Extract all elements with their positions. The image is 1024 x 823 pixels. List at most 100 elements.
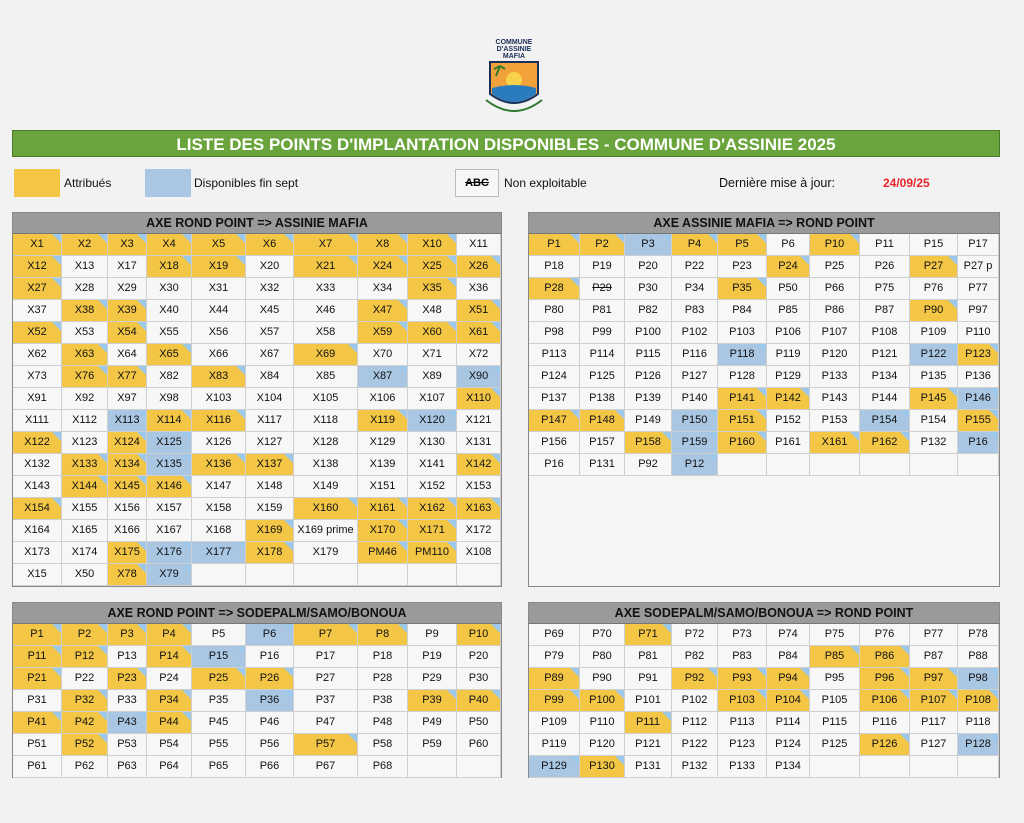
point-cell: P125 (580, 366, 625, 388)
point-cell: P110 (958, 322, 999, 344)
comment-marker-icon (662, 234, 671, 243)
point-cell: P29 (408, 668, 457, 690)
point-label: P6 (781, 238, 795, 250)
point-cell: P77 (910, 624, 958, 646)
point-cell: P80 (580, 646, 625, 668)
point-cell: P10 (810, 234, 860, 256)
point-cell: X52 (13, 322, 62, 344)
point-label: X167 (156, 524, 182, 536)
point-cell: P106 (767, 322, 810, 344)
comment-marker-icon (948, 668, 957, 677)
point-cell: X85 (294, 366, 358, 388)
point-cell: P93 (718, 668, 767, 690)
comment-marker-icon (989, 432, 998, 441)
empty-cell (910, 454, 958, 476)
point-label: X61 (468, 326, 489, 338)
point-cell: X134 (108, 454, 147, 476)
comment-marker-icon (182, 344, 191, 353)
point-label: X168 (205, 524, 232, 536)
point-label: P5 (211, 628, 226, 640)
point-cell: P47 (294, 712, 358, 734)
point-label: P93 (732, 672, 752, 684)
point-cell: X165 (62, 520, 108, 542)
point-cell: X29 (108, 278, 147, 300)
point-cell: P146 (958, 388, 999, 410)
point-cell: P109 (529, 712, 580, 734)
point-label: X160 (312, 502, 339, 514)
point-cell: X63 (62, 344, 108, 366)
point-label: P115 (822, 716, 847, 728)
point-label: P134 (871, 370, 898, 382)
point-label: P23 (117, 672, 137, 684)
comment-marker-icon (398, 410, 407, 419)
comment-marker-icon (570, 234, 579, 243)
point-cell: P87 (910, 646, 958, 668)
point-label: P103 (729, 326, 755, 338)
point-label: P122 (681, 738, 708, 750)
point-cell: X127 (246, 432, 294, 454)
point-cell: X97 (108, 388, 147, 410)
point-label: P132 (920, 436, 947, 448)
point-cell: P113 (529, 344, 580, 366)
point-cell: P13 (108, 646, 147, 668)
point-label: X108 (465, 546, 492, 558)
point-cell: X44 (192, 300, 246, 322)
point-label: X166 (114, 524, 140, 536)
point-label: P139 (635, 392, 661, 404)
point-label: X65 (159, 348, 179, 360)
point-label: X135 (156, 458, 182, 470)
point-label: P63 (117, 760, 137, 772)
point-label: P83 (684, 304, 705, 316)
point-label: P156 (541, 436, 567, 448)
point-label: P113 (541, 348, 567, 360)
point-cell: X6 (246, 234, 294, 256)
point-cell: P147 (529, 410, 580, 432)
comment-marker-icon (989, 344, 998, 353)
point-cell: P118 (958, 712, 999, 734)
point-cell: P68 (358, 756, 408, 778)
point-cell: P129 (767, 366, 810, 388)
point-label: P108 (871, 326, 898, 338)
point-label: P145 (920, 392, 947, 404)
point-label: X161 (369, 502, 396, 514)
comment-marker-icon (570, 668, 579, 677)
point-cell: X64 (108, 344, 147, 366)
point-label: X176 (156, 546, 182, 558)
point-cell: P132 (672, 756, 718, 778)
point-label: X19 (208, 260, 229, 272)
point-cell: P25 (192, 668, 246, 690)
comment-marker-icon (284, 234, 293, 243)
point-cell: X163 (457, 498, 501, 520)
point-cell: P76 (910, 278, 958, 300)
legend-label-non-exploitable: Non exploitable (504, 176, 587, 190)
point-label: P69 (544, 628, 564, 640)
point-cell: X38 (62, 300, 108, 322)
point-cell: P102 (672, 690, 718, 712)
table-sodepalm-rond-point: AXE SODEPALM/SAMO/BONOUA => ROND POINT P6… (528, 602, 1000, 778)
point-label: X158 (205, 502, 232, 514)
point-cell: X129 (358, 432, 408, 454)
point-cell: P27 p (958, 256, 999, 278)
point-cell: P69 (529, 624, 580, 646)
comment-marker-icon (948, 388, 957, 397)
point-cell: P15 (910, 234, 958, 256)
point-label: X123 (71, 436, 98, 448)
point-cell: X65 (147, 344, 192, 366)
point-label: P17 (315, 650, 336, 662)
comment-marker-icon (491, 256, 500, 265)
point-cell: X178 (246, 542, 294, 564)
point-cell: P80 (529, 300, 580, 322)
point-label: P27 (923, 260, 944, 272)
point-cell: X141 (408, 454, 457, 476)
point-label: P2 (595, 238, 609, 250)
point-cell: P135 (910, 366, 958, 388)
point-label: X57 (259, 326, 280, 338)
point-cell: P112 (672, 712, 718, 734)
point-label: P82 (638, 304, 658, 316)
point-cell: P105 (810, 690, 860, 712)
point-label: P96 (874, 672, 895, 684)
point-label: X127 (256, 436, 283, 448)
point-label: P68 (372, 760, 393, 772)
table-title: AXE ASSINIE MAFIA => ROND POINT (529, 213, 999, 234)
point-label: X4 (162, 238, 176, 250)
